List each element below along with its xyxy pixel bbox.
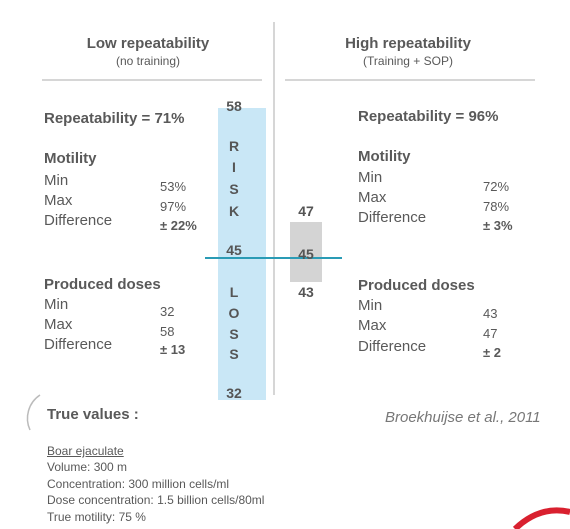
row-value: 72% — [483, 179, 510, 194]
row-value: 58 — [160, 324, 175, 339]
row-value: ± 3% — [483, 218, 513, 233]
row-value: 97% — [160, 199, 187, 214]
subheading: Boar ejaculate — [47, 444, 124, 458]
bar-value: 45 — [226, 242, 242, 258]
row-value: 43 — [483, 306, 498, 321]
info-line: Dose concentration: 1.5 billion cells/80… — [47, 493, 265, 507]
risk-letter: S — [229, 181, 239, 197]
right-subtitle: (Training + SOP) — [363, 54, 453, 68]
arc — [26, 394, 41, 431]
citation: Broekhuijse et al., 2011 — [385, 409, 541, 426]
row-label: Max — [358, 317, 387, 334]
row-label: Difference — [358, 338, 427, 355]
loss-letter: S — [229, 326, 239, 342]
risk-letter: R — [228, 138, 240, 154]
row-label: Min — [44, 296, 69, 313]
risk-bar — [218, 108, 266, 400]
gray-bar — [290, 222, 322, 282]
risk-letter: K — [228, 203, 240, 219]
repeatability: Repeatability = 71% — [44, 110, 185, 127]
row-value: 78% — [483, 199, 510, 214]
bar-value: 32 — [226, 385, 242, 401]
row-value: ± 22% — [160, 218, 197, 233]
row-value: ± 13 — [160, 342, 186, 357]
heading: Produced doses — [44, 276, 161, 293]
heading: Motility — [44, 150, 97, 167]
row-label: Difference — [358, 209, 427, 226]
row-label: Max — [44, 192, 73, 209]
row-label: Min — [358, 169, 383, 186]
row-value: 47 — [483, 326, 498, 341]
risk-letter: I — [232, 159, 236, 175]
true-values-heading: True values : — [47, 406, 139, 423]
bar-value: 45 — [298, 246, 314, 262]
bar-value: 58 — [226, 98, 242, 114]
heading: Produced doses — [358, 277, 475, 294]
row-label: Max — [44, 316, 73, 333]
info-line: True motility: 75 % — [47, 509, 146, 524]
row-label: Min — [44, 172, 69, 189]
loss-letter: S — [229, 346, 239, 362]
row-label: Difference — [44, 336, 113, 353]
info-line: Concentration: 300 million cells/ml — [47, 476, 230, 491]
bar-value: 43 — [298, 284, 314, 300]
row-value: 32 — [160, 304, 175, 319]
logo — [512, 507, 570, 529]
row-label: Min — [358, 297, 383, 314]
repeatability: Repeatability = 96% — [358, 108, 499, 125]
row-value: ± 2 — [483, 345, 501, 360]
row-label: Difference — [44, 212, 113, 229]
loss-letter: L — [229, 284, 239, 300]
row-label: Max — [358, 189, 387, 206]
right-title: High repeatability — [345, 35, 471, 52]
left-subtitle: (no training) — [115, 54, 181, 68]
loss-letter: O — [228, 305, 240, 321]
info-line: Volume: 300 m — [47, 460, 128, 474]
bar-value: 47 — [298, 203, 314, 219]
left-title: Low repeatability — [86, 35, 210, 52]
heading: Motility — [358, 148, 411, 165]
row-value: 53% — [160, 179, 187, 194]
